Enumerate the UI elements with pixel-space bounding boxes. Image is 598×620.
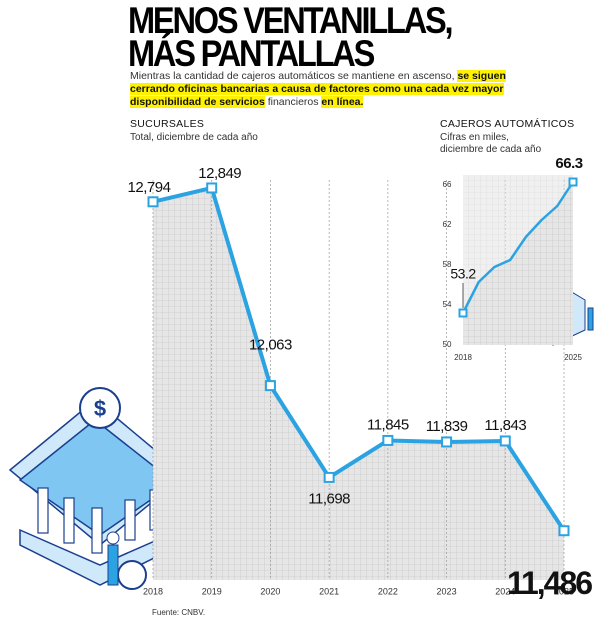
value-label: 12,849 [198, 165, 241, 182]
point [458, 308, 468, 318]
value-label: 53.2 [450, 266, 476, 282]
chart-subtitle: Cifras en miles, diciembre de cada año [440, 132, 542, 155]
point [382, 434, 394, 446]
value-label: 11,843 [484, 417, 526, 434]
value-label: 12,063 [249, 337, 292, 354]
point [264, 380, 276, 392]
title-line: MENOS VENTANILLAS, [128, 0, 454, 41]
y-tick-label: 54 [443, 300, 452, 309]
point [323, 471, 335, 483]
value-label: 66.3 [555, 155, 582, 172]
subtitle-segment: Mientras la cantidad de cajeros automáti… [130, 70, 458, 82]
y-tick-label: 62 [443, 220, 452, 229]
chart-title: SUCURSALES [130, 118, 205, 130]
point [558, 525, 570, 537]
point [499, 435, 511, 447]
point [441, 436, 453, 448]
x-tick-label: 2025 [554, 586, 574, 596]
value-label: 11,845 [367, 416, 409, 433]
y-tick-label: 50 [443, 340, 452, 349]
svg-text:$: $ [94, 396, 106, 421]
x-tick-label: 2022 [378, 586, 398, 596]
point [206, 182, 218, 194]
x-tick-label: 2019 [202, 586, 222, 596]
x-tick-label: 2018 [454, 353, 472, 362]
chart-title: CAJEROS AUTOMÁTICOS [440, 118, 575, 130]
y-tick-label: 58 [443, 260, 452, 269]
value-label: 11,486 [507, 565, 592, 601]
x-tick-label: 2023 [437, 586, 457, 596]
area [463, 182, 573, 345]
value-label: 11,839 [426, 418, 468, 435]
line [152, 185, 566, 532]
line [461, 181, 575, 314]
x-tick-label: 2025 [564, 353, 582, 362]
subtitle-segment: financieros [264, 96, 322, 108]
x-tick-label: 2024 [495, 586, 515, 596]
x-tick-label: 2020 [260, 586, 280, 596]
chart-subtitle: Total, diciembre de cada año [130, 132, 258, 143]
subtitle-segment: en línea. [321, 96, 364, 108]
y-tick-label: 66 [443, 180, 452, 189]
title: MENOS VENTANILLAS, MÁS PANTALLAS [128, 0, 454, 74]
value-label: 11,698 [308, 490, 350, 507]
source: Fuente: CNBV. [152, 608, 206, 617]
x-tick-label: 2018 [143, 586, 163, 596]
point [568, 177, 578, 187]
subtitle: Mientras la cantidad de cajeros automáti… [130, 70, 510, 109]
value-label: 12,794 [128, 179, 171, 196]
area [153, 187, 564, 580]
point [147, 196, 159, 208]
x-tick-label: 2021 [319, 586, 339, 596]
title-line: MÁS PANTALLAS [128, 33, 375, 74]
